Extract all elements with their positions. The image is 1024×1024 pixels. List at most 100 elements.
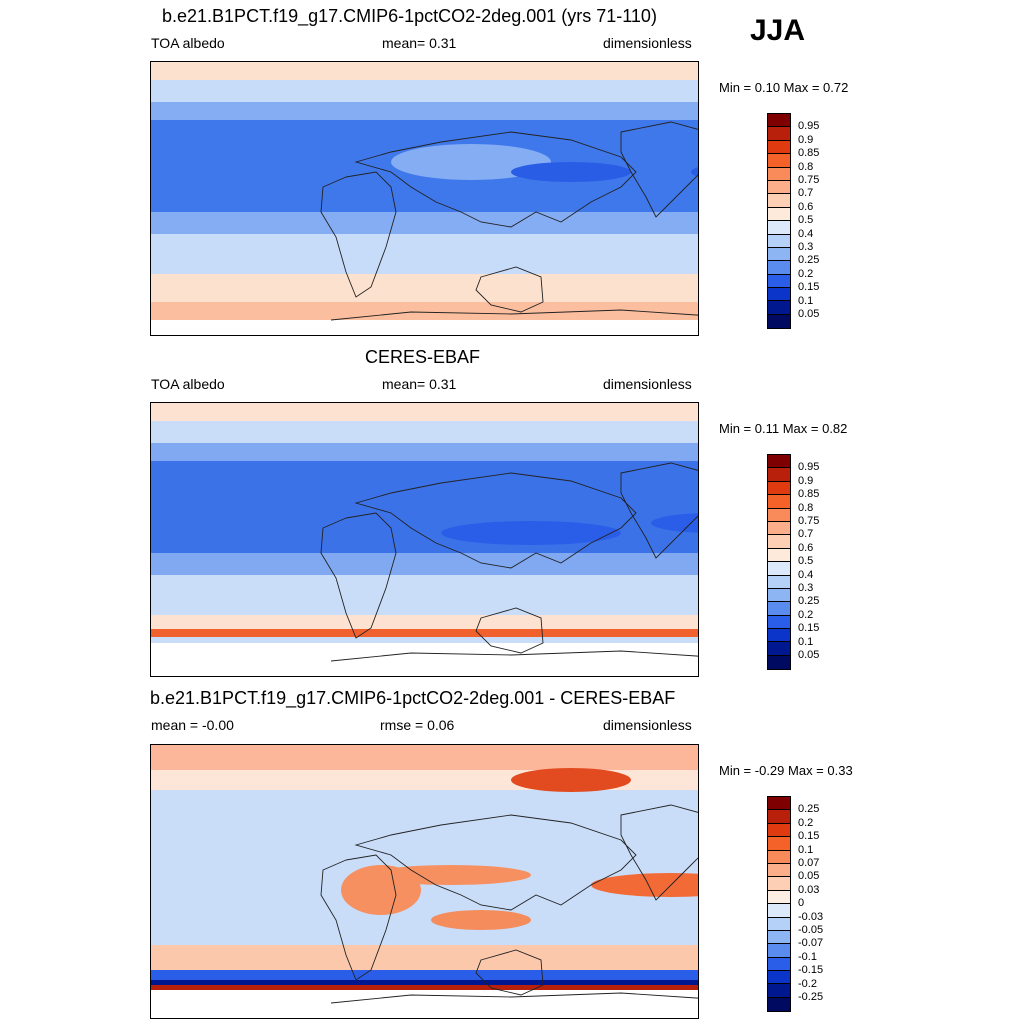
colorbar-tick-label: 0.5 [798,214,814,227]
panel-3-rmse: rmse = 0.06 [380,717,455,733]
colorbar-swatch [768,468,790,482]
colorbar-tick-label: 0.6 [798,541,814,554]
colorbar-swatch [768,314,790,329]
colorbar-tick-label: -0.07 [798,937,824,950]
colorbar-tick-label: -0.2 [798,977,817,990]
panel-3-mean: mean = -0.00 [151,717,234,733]
colorbar-swatch [768,984,790,998]
panel-3-units: dimensionless [603,717,692,733]
colorbar-tick-label: 0.07 [798,857,820,869]
colorbar-tick-label: 0.9 [798,133,814,146]
colorbar-tick-label: 0.8 [798,501,814,514]
colorbar-tick-label: -0.05 [798,924,824,936]
colorbar-swatch [768,877,790,891]
colorbar-swatch [768,455,790,469]
colorbar-swatch [768,944,790,958]
colorbar-tick-label: 0.3 [798,582,814,594]
colorbar-swatch [768,247,790,262]
panel-1-title: b.e21.B1PCT.f19_g17.CMIP6-1pctCO2-2deg.0… [162,6,657,26]
panel-2-title: CERES-EBAF [365,347,481,367]
colorbar-tick-label: 0.7 [798,528,814,541]
colorbar-swatch [768,495,790,509]
colorbar-swatch [768,797,790,811]
panel-2-map [150,402,699,677]
colorbar-swatch [768,957,790,972]
colorbar-tick-label: 0.2 [798,608,814,621]
colorbar-swatch [768,850,790,864]
panel-1-colorbar [767,113,791,330]
colorbar-swatch [768,127,790,141]
colorbar-tick-label: -0.1 [798,950,817,963]
colorbar-tick-label: 0.8 [798,160,814,173]
colorbar-tick-label: 0.85 [798,488,820,501]
colorbar-swatch [768,508,790,522]
colorbar-tick-label: 0.1 [798,635,814,648]
panel-1-map [150,61,699,336]
colorbar-swatch [768,548,790,563]
colorbar-tick-label: 0.7 [798,187,814,200]
colorbar-swatch [768,863,790,878]
colorbar-swatch [768,234,790,248]
colorbar-tick-label: 0.9 [798,474,814,487]
colorbar-swatch [768,207,790,222]
colorbar-tick-label: 0.25 [798,595,820,608]
panel-2-colorbar [767,454,791,671]
colorbar-swatch [768,288,790,302]
panel-1-minmax: Min = 0.10 Max = 0.72 [719,80,849,95]
colorbar-swatch [768,655,790,670]
colorbar-swatch [768,588,790,603]
colorbar-tick-label: -0.03 [798,910,824,923]
colorbar-swatch [768,917,790,931]
colorbar-tick-label: 0.4 [798,568,814,581]
panel-3-title: b.e21.B1PCT.f19_g17.CMIP6-1pctCO2-2deg.0… [150,688,676,708]
colorbar-swatch [768,904,790,918]
colorbar-tick-label: 0.5 [798,555,814,568]
panel-2-mean: mean= 0.31 [382,376,457,392]
colorbar-swatch [768,140,790,155]
colorbar-tick-label: 0.95 [798,461,820,474]
colorbar-swatch [768,301,790,315]
panel-3-minmax: Min = -0.29 Max = 0.33 [719,763,853,778]
colorbar-tick-label: 0.4 [798,227,814,240]
colorbar-tick-label: 0.1 [798,294,814,307]
colorbar-swatch [768,823,790,838]
panel-2-minmax: Min = 0.11 Max = 0.82 [719,421,848,436]
colorbar-swatch [768,562,790,576]
colorbar-tick-label: 0.15 [798,622,820,635]
panel-2-units: dimensionless [603,376,692,392]
colorbar-swatch [768,997,790,1012]
colorbar-swatch [768,615,790,630]
colorbar-swatch [768,481,790,496]
colorbar-tick-label: 0.1 [798,843,814,856]
colorbar-tick-label: 0.95 [798,120,820,133]
colorbar-swatch [768,575,790,589]
colorbar-swatch [768,180,790,195]
panel-1-variable: TOA albedo [151,35,225,51]
colorbar-swatch [768,629,790,643]
colorbar-tick-label: 0.2 [798,816,814,829]
colorbar-swatch [768,194,790,208]
colorbar-tick-label: 0.05 [798,308,820,320]
colorbar-swatch [768,221,790,235]
colorbar-tick-label: 0.25 [798,803,820,816]
colorbar-tick-label: 0.15 [798,830,820,843]
colorbar-swatch [768,521,790,536]
colorbar-swatch [768,837,790,851]
colorbar-tick-label: 0.15 [798,281,820,294]
colorbar-tick-label: -0.15 [798,964,824,977]
colorbar-swatch [768,154,790,168]
colorbar-tick-label: 0 [798,897,805,910]
colorbar-swatch [768,114,790,128]
colorbar-tick-label: 0.03 [798,883,820,896]
colorbar-swatch [768,167,790,181]
colorbar-tick-label: 0.6 [798,200,814,213]
colorbar-tick-label: 0.75 [798,174,820,186]
colorbar-tick-label: 0.75 [798,515,820,527]
colorbar-swatch [768,810,790,824]
colorbar-tick-label: 0.85 [798,147,820,160]
panel-3-map [150,744,699,1019]
colorbar-swatch [768,261,790,275]
colorbar-swatch [768,602,790,616]
colorbar-swatch [768,930,790,945]
colorbar-swatch [768,535,790,549]
